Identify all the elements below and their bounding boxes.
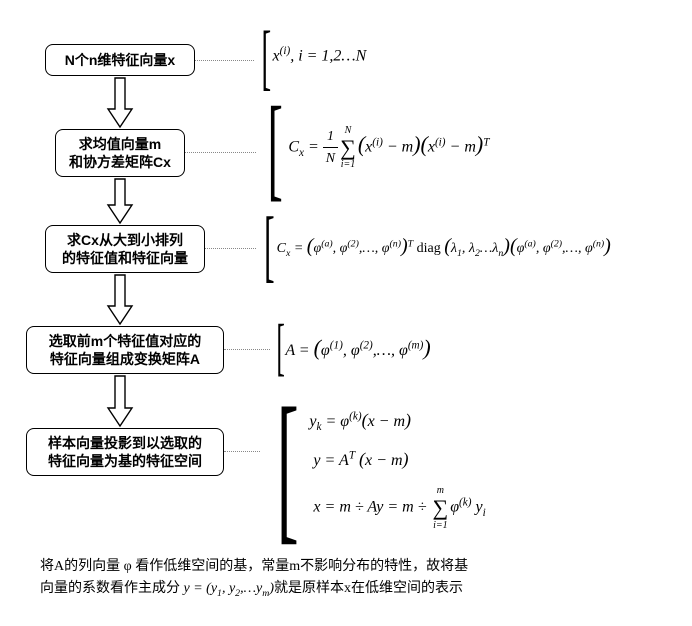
dotted-connector-1 [195,60,254,61]
flow-box-b2: 求均值向量m和协方差矩阵Cx [55,129,185,177]
formula-1: [x(i), i = 1,2…N [254,34,366,78]
caption-text: 将A的列向量 φ 看作低维空间的基，常量m不影响分布的特性，故将基向量的系数看作… [40,556,652,602]
flow-box-b4: 选取前m个特征值对应的特征向量组成变换矩阵A [26,326,224,374]
flow-box-b3: 求Cx从大到小排列的特征值和特征向量 [45,225,205,273]
dotted-connector-2 [185,152,256,153]
dotted-connector-4 [224,349,270,350]
flow-box-b1: N个n维特征向量x [45,44,195,76]
formula-3: [Cx = (φ(a), φ(2),…, φ(n))T diag (λ1, λ2… [256,222,611,270]
arrow-1 [105,76,135,129]
flow-box-b5: 样本向量投影到以选取的特征向量为基的特征空间 [26,428,224,476]
formula-4: [A = (φ(1), φ(2),…, φ(m)) [270,328,431,366]
dotted-connector-5 [224,451,260,452]
arrow-3 [105,273,135,326]
dotted-connector-3 [205,248,256,249]
arrow-4 [105,374,135,428]
formula-5: [yk = φ(k)(x − m) y = AT (x − m) x = m ÷… [260,401,486,533]
arrow-2 [105,177,135,225]
formula-2: [Cx = 1NN∑i=1(x(i) − m)(x(i) − m)T [256,113,489,182]
